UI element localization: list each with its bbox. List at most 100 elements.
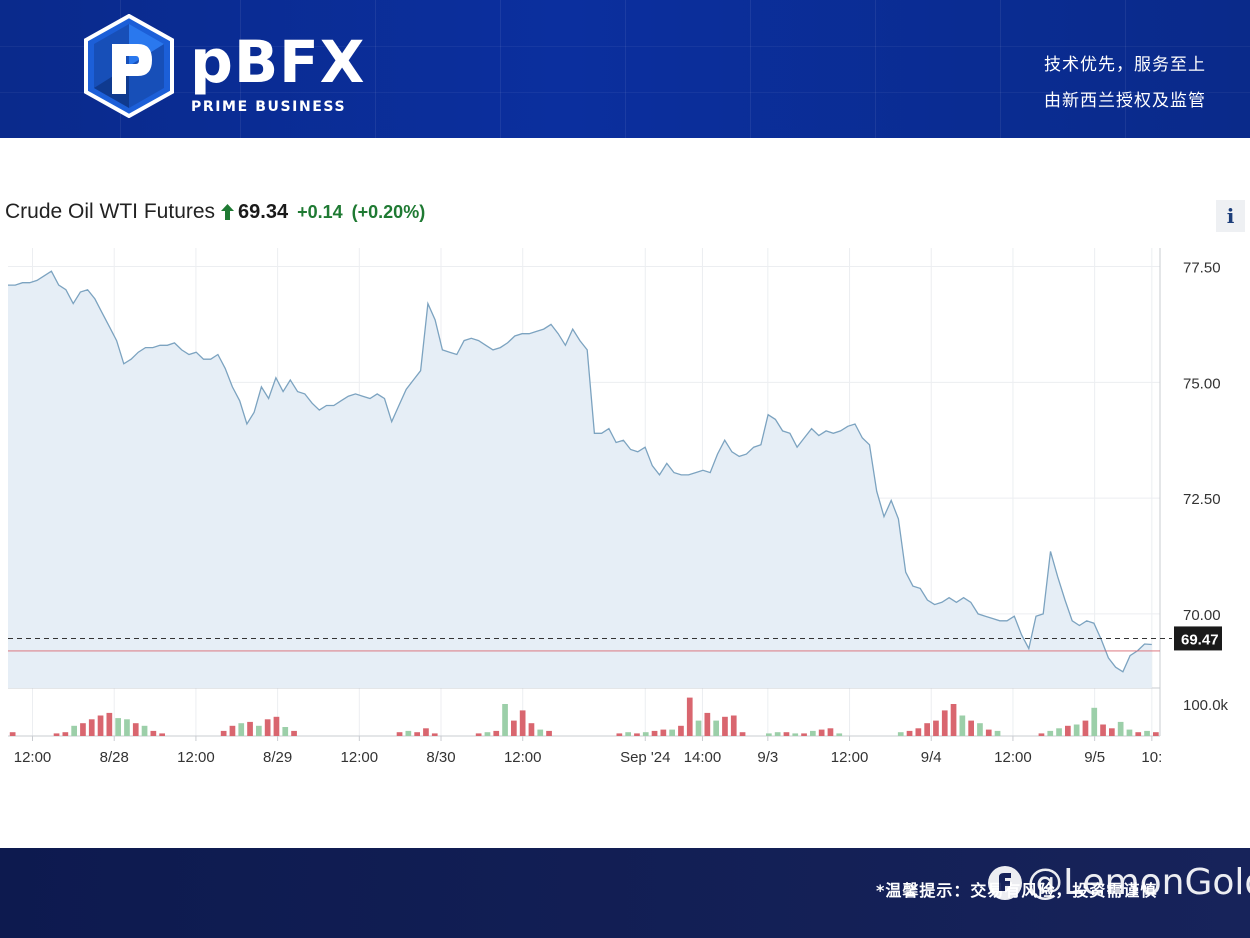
header-banner: pBFX PRIME BUSINESS 技术优先，服务至上 由新西兰授权及监管 [0,0,1250,138]
volume-bar [97,715,104,736]
volume-bar [220,730,227,736]
volume-bar [124,719,130,736]
y-tick-label: 70.00 [1183,607,1221,624]
brand-tagline: PRIME BUSINESS [191,99,347,115]
reference-lines [8,637,1172,652]
x-tick-label: 10: [1141,749,1162,766]
volume-bar [792,733,799,736]
volume-bar [1153,732,1159,736]
info-button[interactable]: i [1216,200,1245,232]
volume-bar [1109,728,1115,736]
volume-bar [625,732,631,736]
weibo-logo-icon [988,865,1022,900]
up-arrow-icon [221,204,235,220]
volume-bar [695,720,702,736]
volume-bar [897,732,904,736]
volume-bar [818,729,825,736]
volume-bar [238,723,245,736]
volume-bar [994,730,1001,736]
volume-bar [62,732,69,736]
volume-bar [256,725,262,737]
volume-bar [915,728,922,736]
volume-bar [1100,724,1106,736]
volume-bar [1091,707,1098,736]
volume-bar [686,697,693,736]
price-change-percent: (+0.20%) [351,201,426,222]
current-price-label: 69.47 [1181,631,1219,648]
volume-bar [537,729,544,736]
volume-bar [546,730,552,736]
y-tick-label: 75.00 [1183,375,1221,392]
volume-bar [634,733,640,736]
x-tick-label: 9/3 [757,749,778,766]
volume-bar [906,730,913,736]
footer-banner [0,848,1250,938]
price-change: +0.14 [297,201,343,222]
volume-bar [730,715,737,736]
slogan-line-2: 由新西兰授权及监管 [1044,91,1206,111]
volume-bar [722,716,728,736]
volume-bar [247,721,253,736]
x-tick-label: Sep '24 [620,749,670,766]
volume-bar [273,716,280,736]
last-price: 69.34 [238,200,289,223]
volume-bar [950,704,957,736]
volume-bar [968,720,974,736]
volume-bar [801,733,807,736]
volume-bar [159,733,165,736]
volume-bar [1047,730,1054,736]
volume-bar [924,723,930,736]
volume-bar [1126,729,1133,736]
volume-bar [660,729,667,736]
x-tick-label: 9/5 [1084,749,1105,766]
slogan-line-1: 技术优先，服务至上 [1044,55,1206,75]
x-tick-label: 9/4 [921,749,942,766]
x-tick-label: 12:00 [831,749,869,766]
volume-bar [933,720,939,736]
price-series [8,270,1152,688]
x-tick-label: 12:00 [341,749,379,766]
volume-bar [150,730,157,736]
watermark-text: @LemonGold [1027,862,1250,903]
volume-series [9,697,1159,737]
x-tick-label: 12:00 [14,749,52,766]
volume-bar [1117,721,1124,736]
volume-bar [291,730,297,736]
volume-bar [229,725,236,737]
volume-bar [1056,728,1062,736]
y-tick-label: 72.50 [1183,491,1221,508]
volume-bar [106,712,113,736]
volume-bar [511,720,517,736]
volume-bar [669,729,675,736]
volume-bar [678,725,684,737]
volume-bar [1073,724,1080,736]
instrument-name: Crude Oil WTI Futures [5,200,216,223]
volume-bar [396,732,403,736]
volume-bar [475,733,482,736]
volume-bar [774,732,781,736]
volume-bar [642,732,649,736]
volume-bar [414,732,420,736]
watermark: @LemonGold [985,862,1250,903]
volume-bar [941,710,948,736]
volume-bar [985,729,992,736]
volume-bar [616,733,623,736]
volume-bar [810,730,816,736]
volume-bar [1135,732,1142,736]
volume-bar [1065,725,1071,737]
x-tick-label: 12:00 [994,749,1032,766]
volume-bar [71,725,77,737]
price-chart: 77.50 75.00 72.50 70.00 69.47 100.0k 12:00 8/2… [8,248,1229,766]
volume-bar [132,723,139,736]
volume-bar [53,733,60,736]
price-area-fill [8,271,1152,688]
brand-name: pBFX [190,27,366,97]
volume-bar [282,727,289,736]
volume-bar [141,725,148,737]
x-axis: 12:00 8/28 12:00 8/29 12:00 8/30 12:00 Sep '24 1… [14,736,1162,766]
volume-bar [502,704,508,736]
pbfx-logo-icon [84,14,174,118]
volume-bar [783,732,790,736]
volume-bar [1082,720,1089,736]
volume-bar [405,730,412,736]
